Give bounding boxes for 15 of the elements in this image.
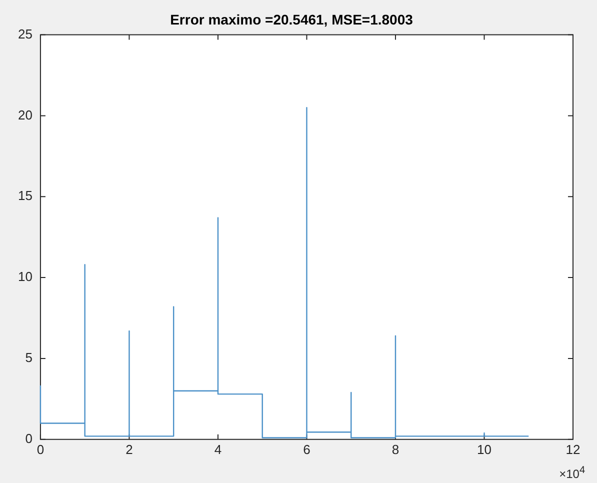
x-tick-label: 2 [126, 442, 133, 457]
x-tick-label: 6 [303, 442, 310, 457]
y-tick-label: 25 [18, 26, 32, 42]
x-tick-label: 10 [477, 442, 492, 457]
y-tick-label: 10 [18, 269, 32, 284]
y-tick-label: 15 [18, 188, 32, 204]
x-tick-label: 12 [566, 442, 580, 457]
y-tick-label: 20 [18, 107, 32, 122]
y-tick-label: 5 [25, 350, 32, 366]
text: ×10$^{4}$ [559, 465, 585, 481]
x-tick-label: 0 [36, 442, 44, 457]
y-tick-label: 0 [25, 430, 32, 446]
x-tick-label: 4 [214, 442, 222, 457]
chart-title: Error maximo =20.5461, MSE=1.8003 [170, 11, 414, 28]
x-tick-label: 8 [392, 442, 400, 457]
